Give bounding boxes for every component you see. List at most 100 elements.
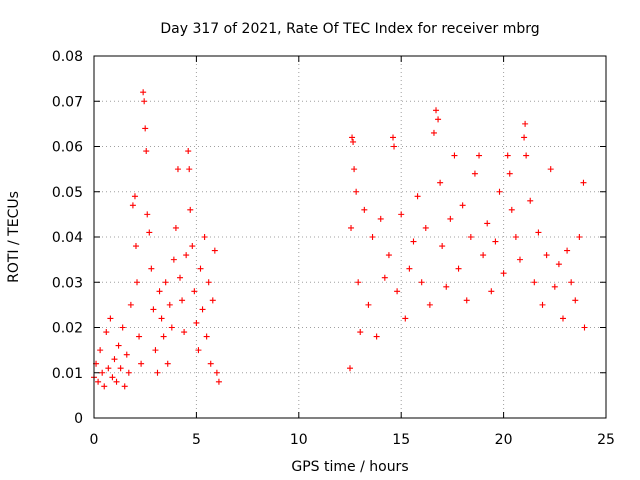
data-point [385, 252, 392, 259]
data-point [422, 224, 429, 231]
data-point [547, 166, 554, 173]
data-point [476, 152, 483, 159]
y-tick-label: 0.07 [52, 94, 83, 110]
data-point [500, 270, 507, 277]
data-point [205, 279, 212, 286]
data-point [430, 129, 437, 136]
data-point [348, 224, 355, 231]
data-point [492, 238, 499, 245]
data-point [349, 134, 356, 141]
data-point [527, 197, 534, 204]
data-point [109, 374, 116, 381]
data-point [172, 224, 179, 231]
data-point [471, 170, 478, 177]
data-point [543, 252, 550, 259]
data-point [418, 279, 425, 286]
data-point [398, 211, 405, 218]
data-point [186, 166, 193, 173]
x-axis-label: GPS time / hours [291, 459, 408, 475]
data-point [113, 378, 120, 385]
data-point [433, 107, 440, 114]
y-tick-label: 0 [74, 411, 83, 427]
data-point [523, 152, 530, 159]
data-point [119, 324, 126, 331]
y-tick-label: 0.04 [52, 230, 83, 246]
data-point [103, 329, 110, 336]
data-point [580, 179, 587, 186]
data-point [154, 369, 161, 376]
data-point [555, 261, 562, 268]
data-point [129, 202, 136, 209]
data-point [459, 202, 466, 209]
data-point [136, 333, 143, 340]
data-point [539, 301, 546, 308]
data-point [158, 315, 165, 322]
data-point [373, 333, 380, 340]
data-point [144, 211, 151, 218]
data-point [381, 274, 388, 281]
y-axis-label: ROTI / TECUs [6, 191, 22, 283]
grid [94, 56, 606, 418]
x-tick-label: 10 [290, 432, 308, 448]
data-point [443, 283, 450, 290]
data-point [508, 206, 515, 213]
data-point [357, 329, 364, 336]
y-tick-label: 0.08 [52, 49, 83, 65]
data-point [168, 324, 175, 331]
data-point [351, 166, 358, 173]
y-tick-label: 0.01 [52, 366, 83, 382]
data-point [142, 125, 149, 132]
data-point [207, 360, 214, 367]
data-point [447, 215, 454, 222]
data-point [121, 383, 128, 390]
y-tick-label: 0.05 [52, 185, 83, 201]
data-point [138, 360, 145, 367]
data-point [377, 215, 384, 222]
data-point [426, 301, 433, 308]
data-point [213, 369, 220, 376]
data-point [105, 365, 112, 372]
data-point [576, 234, 583, 240]
data-point [463, 297, 470, 304]
data-point [162, 279, 169, 286]
data-point [559, 315, 566, 322]
data-point [369, 234, 376, 240]
data-point [581, 324, 588, 331]
data-point [183, 252, 190, 259]
y-tick-label: 0.02 [52, 321, 83, 337]
data-point [455, 265, 462, 272]
data-point [484, 220, 491, 227]
data-point [402, 315, 409, 322]
data-point [435, 116, 442, 123]
data-point [496, 188, 503, 195]
data-point [439, 243, 446, 250]
y-tick-label: 0.06 [52, 140, 83, 156]
data-point [353, 188, 360, 195]
data-point [146, 229, 153, 236]
data-point [197, 265, 204, 272]
data-point [410, 238, 417, 245]
data-point [551, 283, 558, 290]
data-points [91, 89, 588, 390]
data-point [127, 301, 134, 308]
x-tick-label: 20 [495, 432, 513, 448]
data-point [355, 279, 362, 286]
data-point [164, 360, 171, 367]
data-point [140, 89, 147, 96]
data-point [564, 247, 571, 254]
data-point [195, 347, 202, 354]
data-point [215, 378, 222, 385]
data-point [185, 148, 192, 155]
data-point [201, 234, 208, 240]
data-point [131, 193, 138, 200]
data-point [199, 306, 206, 313]
data-point [347, 365, 353, 372]
data-point [350, 138, 357, 145]
data-point [132, 243, 139, 250]
data-point [166, 301, 173, 308]
data-point [99, 369, 106, 376]
data-point [187, 206, 194, 213]
data-point [211, 247, 218, 254]
data-point [531, 279, 538, 286]
data-point [156, 288, 163, 295]
